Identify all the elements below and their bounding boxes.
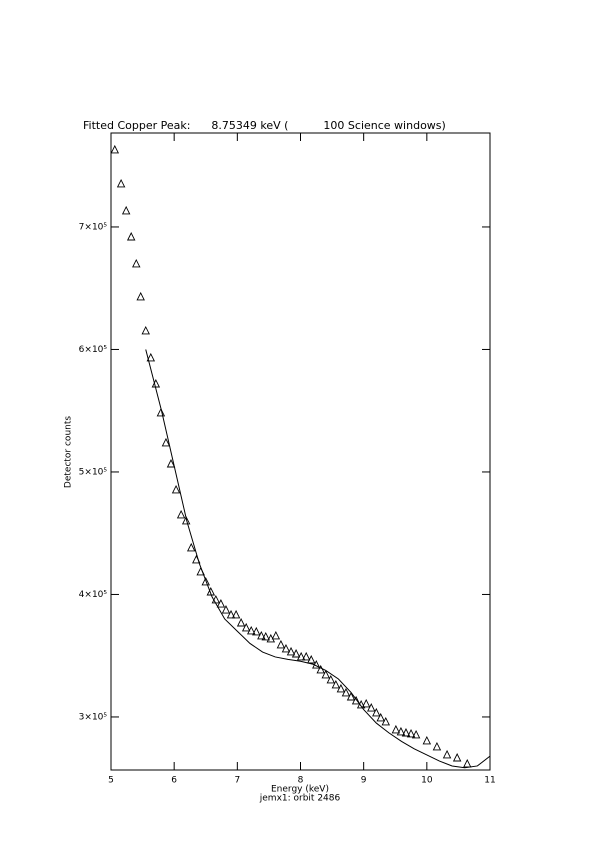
data-point xyxy=(156,407,166,417)
data-point xyxy=(326,674,336,684)
data-point xyxy=(286,646,296,656)
plot-frame xyxy=(110,132,491,771)
y-tick-label: 6×10⁵ xyxy=(79,345,108,355)
data-point xyxy=(396,726,406,736)
data-point xyxy=(341,687,351,697)
data-point xyxy=(367,703,376,712)
data-point xyxy=(261,631,270,641)
data-point xyxy=(411,729,421,739)
data-point xyxy=(181,515,191,525)
data-point xyxy=(231,609,241,619)
data-point xyxy=(336,683,346,693)
x-tick-label: 7 xyxy=(234,776,240,786)
x-tick-label: 10 xyxy=(421,776,433,786)
data-point xyxy=(252,626,261,636)
data-point xyxy=(301,651,311,661)
chart-title: Fitted Copper Peak: 8.75349 keV ( 100 Sc… xyxy=(83,119,446,132)
data-point xyxy=(171,484,181,494)
data-point xyxy=(216,599,226,608)
data-point xyxy=(406,728,416,738)
data-point xyxy=(331,679,341,689)
data-point xyxy=(186,542,196,552)
x-tick-label: 11 xyxy=(484,776,495,786)
y-tick-label: 7×10⁵ xyxy=(79,222,108,232)
data-point xyxy=(121,205,131,215)
data-point xyxy=(376,712,385,722)
data-point xyxy=(176,509,186,519)
x-tick-label: 5 xyxy=(108,776,114,786)
data-point xyxy=(136,291,145,301)
data-point xyxy=(321,669,330,679)
data-point xyxy=(372,707,381,717)
data-point xyxy=(257,630,266,640)
data-point xyxy=(141,325,150,335)
data-point xyxy=(281,643,291,653)
data-point xyxy=(276,639,286,649)
data-point xyxy=(307,654,316,664)
data-point xyxy=(206,587,216,596)
data-point xyxy=(271,630,281,640)
data-point xyxy=(442,749,452,759)
data-point xyxy=(422,735,432,745)
y-tick-label: 4×10⁵ xyxy=(79,590,108,600)
data-point xyxy=(361,698,371,708)
data-point xyxy=(452,752,462,762)
y-axis-label: Detector counts xyxy=(64,416,74,488)
x-axis-label: Energy (keV) xyxy=(271,785,329,795)
data-point xyxy=(296,651,306,661)
data-point xyxy=(146,352,156,362)
data-point xyxy=(116,178,126,188)
data-point xyxy=(132,258,141,268)
y-tick-label: 5×10⁵ xyxy=(79,467,108,477)
x-tick-label: 8 xyxy=(298,776,304,786)
data-point xyxy=(221,605,231,614)
data-point xyxy=(236,617,246,627)
data-point xyxy=(463,758,472,768)
y-tick-label: 3×10⁵ xyxy=(79,712,108,722)
data-point xyxy=(161,437,171,447)
data-point xyxy=(401,727,411,737)
data-point xyxy=(110,144,120,154)
data-point xyxy=(316,664,325,674)
data-point xyxy=(241,622,251,632)
data-point xyxy=(346,691,356,701)
data-point xyxy=(247,625,256,635)
x-tick-label: 6 xyxy=(171,776,177,786)
fit-line xyxy=(145,349,491,769)
data-point xyxy=(226,609,236,619)
data-point xyxy=(432,741,442,751)
data-point xyxy=(391,724,401,734)
x-tick-label: 9 xyxy=(361,776,367,786)
data-point xyxy=(201,576,210,586)
data-point xyxy=(166,458,176,468)
data-point xyxy=(351,695,361,705)
data-point xyxy=(291,648,301,658)
subtitle: jemx1: orbit 2486 xyxy=(259,794,341,804)
data-point xyxy=(126,231,136,241)
data-point xyxy=(381,716,391,726)
